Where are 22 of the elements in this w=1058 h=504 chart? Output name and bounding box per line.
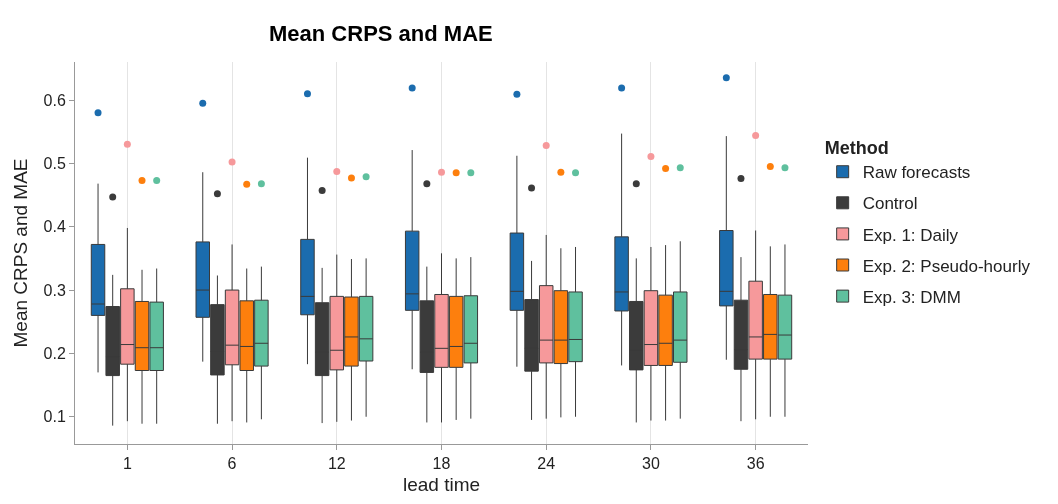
x-tick-label: 24 xyxy=(537,455,556,473)
x-axis-title: lead time xyxy=(402,474,481,495)
legend-label: Exp. 3: DMM xyxy=(862,287,961,307)
y-tick-label: 0.1 xyxy=(43,408,66,426)
x-tick-label: 1 xyxy=(122,455,132,473)
y-tick-label: 0.6 xyxy=(43,91,66,109)
legend-label: Exp. 2: Pseudo-hourly xyxy=(862,256,1031,276)
legend-label: Raw forecasts xyxy=(862,163,971,183)
x-tick-label: 6 xyxy=(227,455,237,473)
x-tick-label: 36 xyxy=(746,455,765,473)
y-tick-label: 0.4 xyxy=(43,218,66,236)
chart-title: Mean CRPS and MAE xyxy=(269,20,493,46)
legend-title: Method xyxy=(824,138,889,159)
y-tick-label: 0.2 xyxy=(43,345,66,363)
legend-label: Exp. 1: Daily xyxy=(862,225,959,245)
y-tick-label: 0.5 xyxy=(43,154,66,172)
x-tick-label: 18 xyxy=(432,455,451,473)
y-tick-label: 0.3 xyxy=(43,281,66,299)
legend-label: Control xyxy=(862,194,918,214)
x-tick-label: 12 xyxy=(327,455,346,473)
y-axis-title: Mean CRPS and MAE xyxy=(10,158,31,348)
x-tick-label: 30 xyxy=(642,455,660,473)
